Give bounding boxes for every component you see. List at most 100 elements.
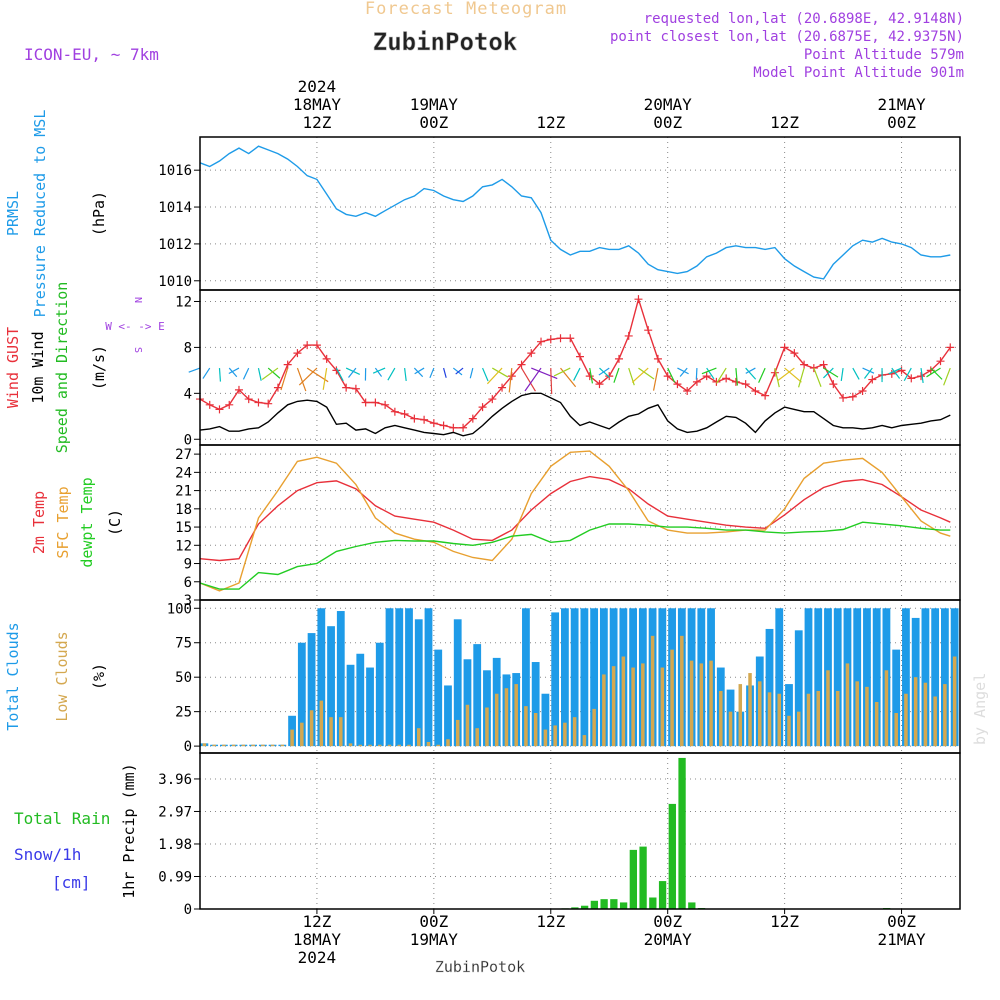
bottom-time-label: 20MAY [644, 930, 693, 949]
total-clouds-bar [853, 608, 862, 747]
pressure-ytick-label: 1010 [158, 274, 192, 290]
rain-bar [678, 757, 686, 909]
low-clouds-bar [543, 729, 548, 747]
gust-marker [381, 400, 390, 409]
sfc-temp-line [199, 450, 951, 592]
wind-direction-arrow [823, 367, 834, 379]
wind-direction-arrow [735, 368, 739, 386]
low-clouds-bar [416, 728, 421, 747]
bottom-time-label: 00Z [653, 912, 682, 931]
low-clouds-bar [631, 667, 635, 747]
wind-label: Wind GUST [4, 327, 22, 408]
clouds-ylabel: (%) [90, 663, 108, 690]
low-clouds-bar [865, 686, 869, 747]
total-clouds-bar [531, 662, 540, 747]
low-clouds-bar [845, 663, 850, 747]
wind-direction-arrow [903, 367, 912, 382]
total-clouds-bar [336, 611, 345, 747]
gust-marker [390, 407, 399, 416]
low-clouds-bar [485, 707, 489, 747]
temperature-label: dewpt Temp [78, 477, 96, 567]
total-clouds-bar [765, 628, 774, 747]
low-clouds-bar [202, 743, 207, 747]
clouds-ytick-label: 0 [184, 739, 192, 755]
wind-direction-arrow [524, 367, 542, 392]
low-clouds-bar [709, 660, 713, 747]
wind-label: Speed and Direction [53, 282, 71, 454]
top-time-label: 12Z [536, 113, 565, 132]
low-clouds-bar [300, 722, 304, 747]
gust-marker [556, 334, 565, 343]
wind-direction-arrow [455, 367, 464, 375]
low-clouds-bar [290, 729, 294, 747]
gust-marker [702, 372, 711, 381]
rain-bar [629, 849, 637, 909]
gust-marker [244, 395, 253, 404]
gust-marker [653, 354, 662, 363]
total-clouds-bar [346, 664, 355, 747]
wind-direction-arrow [745, 367, 757, 380]
precip-snow-label: Snow/1h [14, 845, 81, 864]
total-clouds-bar [561, 608, 569, 747]
total-clouds-bar [785, 684, 793, 747]
requested-coords: requested lon,lat (20.6898E, 42.9148N) [644, 11, 964, 27]
temperature-ylabel: (C) [106, 509, 124, 536]
gust-marker [751, 387, 760, 396]
temperature-ytick-label: 9 [184, 557, 192, 573]
rain-bar [668, 803, 676, 909]
wind-direction-arrow [374, 367, 383, 377]
wind-ytick-label: 0 [184, 432, 192, 448]
low-clouds-bar [514, 684, 518, 747]
low-clouds-bar [280, 744, 285, 747]
wind-direction-arrow [404, 368, 407, 382]
top-time-label: 19MAY [410, 95, 459, 114]
model-altitude: Model Point Altitude 901m [753, 65, 964, 81]
wind-ylabel: (m/s) [90, 345, 108, 390]
low-clouds-bar [563, 722, 567, 747]
wind-direction-arrow [335, 367, 344, 382]
low-clouds-bar [835, 690, 840, 747]
low-clouds-bar [251, 744, 255, 747]
temperature-ytick-label: 21 [175, 484, 192, 500]
gust-marker [819, 360, 828, 369]
wind-ytick-label: 4 [184, 386, 192, 402]
gust-marker [839, 393, 848, 402]
wind-direction-arrow [706, 367, 715, 380]
low-clouds-bar [777, 693, 782, 747]
total-clouds-bar [405, 608, 413, 747]
bottom-time-label: 00Z [419, 912, 448, 931]
gust-marker [663, 372, 672, 381]
gust-marker [371, 398, 380, 407]
total-clouds-bar [580, 608, 589, 747]
gust-marker [342, 383, 351, 392]
wind-direction-arrow [218, 368, 222, 382]
total-clouds-bar [453, 619, 462, 747]
gust-marker [468, 414, 477, 423]
total-clouds-bar [814, 608, 823, 747]
bottom-time-label: 2024 [298, 948, 337, 967]
wind-direction-arrow [560, 367, 577, 388]
precip-ytick-label: 0 [184, 902, 192, 918]
gust-marker [488, 395, 497, 404]
gust-marker [459, 423, 468, 432]
gust-marker [800, 360, 809, 369]
wind-direction-arrow [930, 367, 943, 380]
low-clouds-bar [913, 677, 918, 747]
low-clouds-bar [446, 739, 450, 747]
clouds-ytick-label: 75 [175, 636, 192, 652]
low-clouds-bar [222, 744, 226, 747]
wind-ytick-label: 8 [184, 340, 192, 356]
gust-marker [225, 400, 234, 409]
product-title: Forecast Meteogram [365, 0, 567, 19]
low-clouds-bar [641, 663, 645, 747]
wind-gust-line [199, 296, 951, 429]
pressure-label: Pressure Reduced to MSL [31, 110, 49, 318]
low-clouds-bar [787, 715, 791, 747]
low-clouds-bar [397, 744, 402, 747]
wind-direction-arrow [228, 367, 238, 378]
gust-marker [809, 364, 818, 373]
temperature-ytick-label: 27 [175, 447, 192, 463]
temperature-label: SFC Temp [54, 486, 72, 558]
wind-direction-arrow [852, 367, 860, 380]
